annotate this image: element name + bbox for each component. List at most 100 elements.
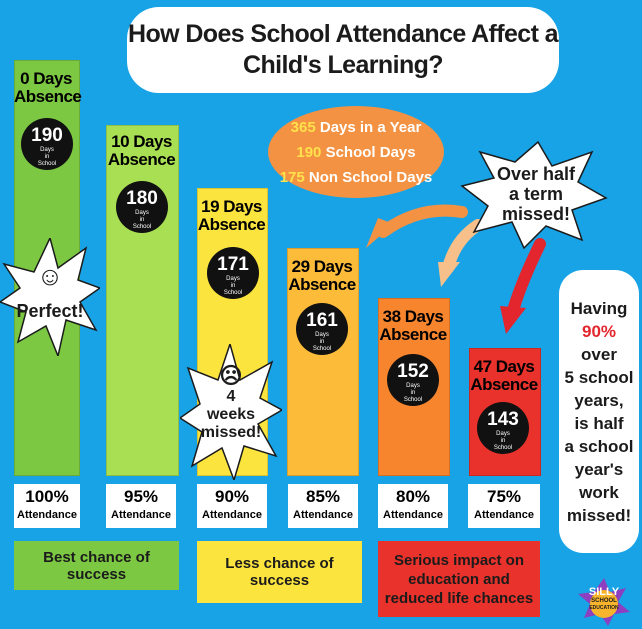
weeks-missed-line-3: missed! bbox=[200, 424, 262, 441]
attendance-box-100: 100% Attendance bbox=[14, 484, 80, 528]
attendance-percent: 90% bbox=[214, 487, 250, 506]
side-line-2: 90% bbox=[581, 321, 617, 341]
school-label: School bbox=[37, 161, 57, 167]
serious-impact-line-1: Serious impact on bbox=[393, 551, 525, 569]
attendance-percent: 85% bbox=[305, 487, 341, 506]
over-half-line-3: missed! bbox=[501, 204, 571, 224]
in-label: in bbox=[44, 154, 50, 160]
title-box: How Does School Attendance Affect a Chil… bbox=[127, 7, 559, 93]
school-days-number: 180 bbox=[126, 188, 158, 209]
smiley-face-icon: ☺ bbox=[36, 261, 64, 291]
non-school-days-number: 175 bbox=[279, 168, 305, 186]
weeks-missed-text: 4 weeks missed! bbox=[180, 388, 282, 442]
school-days-circle-152: 152 Days in School bbox=[387, 354, 439, 406]
best-chance-label: Best chance of success bbox=[14, 541, 179, 590]
arrow-head-bar-47 bbox=[500, 306, 526, 334]
school-days-number: 161 bbox=[306, 310, 338, 331]
attendance-label: Attendance bbox=[17, 509, 77, 521]
in-label: in bbox=[230, 283, 236, 289]
in-label: in bbox=[139, 217, 145, 223]
absence-days: 47 Days bbox=[473, 357, 535, 376]
days-label: Days bbox=[315, 332, 329, 338]
silly-school-logo bbox=[578, 578, 630, 626]
non-school-days-text: Non School Days bbox=[304, 168, 433, 186]
days-label: Days bbox=[406, 383, 420, 389]
serious-impact-label: Serious impact on education and reduced … bbox=[378, 541, 540, 617]
absence-label-38: 38 Days Absence bbox=[378, 308, 448, 344]
school-days-circle-180: 180 Days in School bbox=[116, 181, 168, 233]
school-days-circle-143: 143 Days in School bbox=[477, 402, 529, 454]
absence-label-19: 19 Days Absence bbox=[197, 198, 266, 234]
days-in-year-line: 365 Days in a Year bbox=[268, 115, 444, 140]
absence-word: Absence bbox=[470, 375, 538, 394]
attendance-label: Attendance bbox=[383, 509, 443, 521]
side-line-9: work bbox=[579, 482, 619, 502]
over-half-text: Over half a term missed! bbox=[486, 164, 586, 224]
school-days-line: 190 School Days bbox=[268, 140, 444, 165]
days-in-year-number: 365 bbox=[290, 118, 316, 136]
attendance-label: Attendance bbox=[111, 509, 171, 521]
side-line-4: 5 school bbox=[564, 367, 634, 387]
school-days-number: 152 bbox=[397, 361, 429, 382]
school-days-circle-161: 161 Days in School bbox=[296, 303, 348, 355]
side-line-5: years, bbox=[574, 390, 624, 410]
absence-label-47: 47 Days Absence bbox=[469, 358, 539, 394]
half-year-missed-box: Having 90% over 5 school years, is half … bbox=[559, 270, 639, 553]
serious-impact-line-3: reduced life chances bbox=[384, 589, 534, 607]
perfect-burst bbox=[0, 238, 100, 356]
absence-word: Absence bbox=[14, 87, 82, 106]
attendance-percent: 75% bbox=[486, 487, 522, 506]
attendance-label: Attendance bbox=[293, 509, 353, 521]
school-label: School bbox=[493, 445, 513, 451]
side-line-8: year's bbox=[574, 459, 624, 479]
absence-days: 19 Days bbox=[201, 197, 262, 216]
school-label: School bbox=[403, 397, 423, 403]
logo-word-silly: SILLY bbox=[588, 586, 620, 598]
best-chance-text: Best chance of success bbox=[43, 548, 150, 583]
in-label: in bbox=[410, 390, 416, 396]
school-days-text: School Days bbox=[321, 143, 416, 161]
logo-text: SILLY SCHOOL EDUCATION bbox=[576, 586, 632, 611]
absence-days: 38 Days bbox=[382, 307, 444, 326]
side-line-3: over bbox=[581, 344, 617, 364]
attendance-percent: 100% bbox=[25, 487, 69, 506]
arrow-to-bar-19 bbox=[377, 204, 468, 238]
perfect-text: Perfect! bbox=[16, 301, 84, 321]
side-line-10: missed! bbox=[566, 505, 632, 525]
days-label: Days bbox=[135, 210, 149, 216]
non-school-days-line: 175 Non School Days bbox=[268, 165, 444, 190]
weeks-missed-line-2: weeks bbox=[206, 406, 256, 423]
absence-days: 0 Days bbox=[20, 69, 72, 88]
logo-word-education: EDUCATION bbox=[589, 605, 619, 611]
title-line-1: How Does School Attendance Affect a bbox=[128, 20, 559, 48]
absence-label-10: 10 Days Absence bbox=[106, 133, 177, 169]
title-line-2: Child's Learning? bbox=[243, 51, 444, 79]
school-label: School bbox=[132, 224, 152, 230]
absence-days: 29 Days bbox=[291, 257, 353, 276]
attendance-box-75: 75% Attendance bbox=[468, 484, 540, 528]
over-half-burst bbox=[460, 140, 608, 250]
attendance-label: Attendance bbox=[474, 509, 534, 521]
bar-29-days bbox=[287, 248, 359, 476]
absence-word: Absence bbox=[379, 325, 447, 344]
side-line-7: a school bbox=[564, 436, 634, 456]
less-chance-label: Less chance of success bbox=[197, 541, 362, 603]
school-days-number: 143 bbox=[487, 409, 519, 430]
attendance-percent: 80% bbox=[395, 487, 431, 506]
over-half-line-1: Over half bbox=[496, 164, 576, 184]
attendance-box-85: 85% Attendance bbox=[288, 484, 358, 528]
in-label: in bbox=[500, 438, 506, 444]
school-days-circle-190: 190 Days in School bbox=[21, 118, 73, 170]
school-days-total: 190 bbox=[296, 143, 322, 161]
sad-face-icon: ☹ bbox=[219, 363, 243, 388]
school-label: School bbox=[312, 346, 332, 352]
side-line-1: Having bbox=[570, 298, 628, 318]
less-chance-text: Less chance of success bbox=[225, 555, 334, 589]
arrow-to-bar-47 bbox=[506, 238, 546, 320]
attendance-box-80: 80% Attendance bbox=[378, 484, 448, 528]
attendance-label: Attendance bbox=[202, 509, 262, 521]
absence-label-29: 29 Days Absence bbox=[287, 258, 357, 294]
logo-word-school: SCHOOL bbox=[591, 598, 617, 604]
arrow-head-bar-29 bbox=[438, 262, 460, 287]
